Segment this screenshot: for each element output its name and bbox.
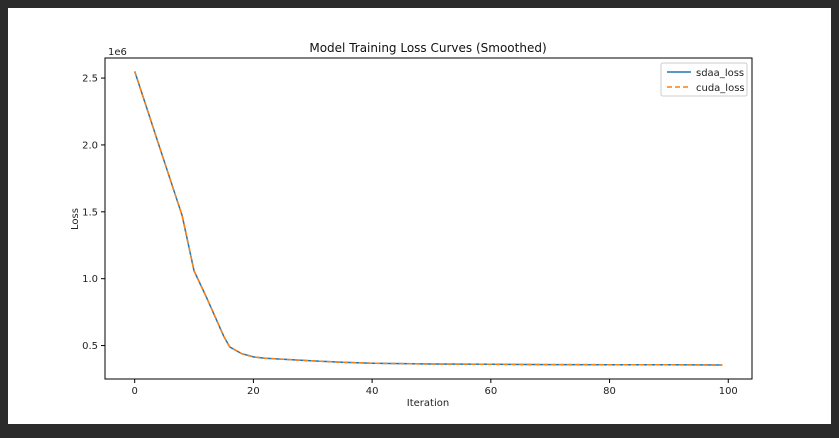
x-tick-label: 60 [484,386,497,397]
y-tick-label: 2.0 [82,140,98,151]
legend-label-cuda: cuda_loss [696,83,745,94]
y-scale-label: 1e6 [108,47,127,58]
y-axis-label: Loss [70,208,81,230]
chart-title: Model Training Loss Curves (Smoothed) [309,41,546,55]
x-axis-label: Iteration [407,398,449,409]
x-tick-label: 100 [719,386,738,397]
plot-area [133,71,723,366]
x-tick-label: 40 [366,386,379,397]
y-tick-label: 1.5 [82,207,98,218]
y-tick-label: 1.0 [82,274,98,285]
axes-frame [104,57,753,380]
y-tick-label: 2.5 [82,74,98,85]
axis-ticks: 0 20 40 60 80 100 0.5 1.0 1.5 2.0 2.5 [82,74,738,397]
x-tick-label: 20 [247,386,260,397]
series-line-cuda-loss [133,71,723,366]
legend: sdaa_loss cuda_loss [660,62,748,97]
x-tick-label: 80 [603,386,616,397]
y-tick-label: 0.5 [82,341,98,352]
x-tick-label: 0 [131,386,137,397]
legend-label-sdaa: sdaa_loss [696,68,744,79]
